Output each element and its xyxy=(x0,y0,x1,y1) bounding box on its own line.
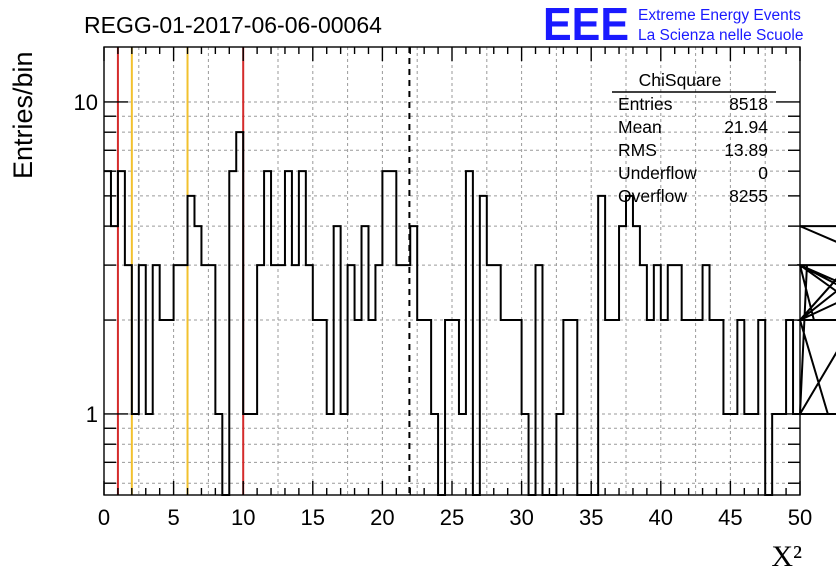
stats-value-underflow: 0 xyxy=(758,163,768,183)
stats-title: ChiSquare xyxy=(639,70,722,90)
x-tick-label: 50 xyxy=(788,505,812,530)
x-tick-label: 0 xyxy=(98,505,110,530)
x-tick-label: 15 xyxy=(301,505,325,530)
branding-line-2: La Scienza nelle Scuole xyxy=(638,27,803,44)
eee-logo: EEE xyxy=(543,0,629,50)
y-tick-label: 1 xyxy=(86,402,98,427)
stats-box: ChiSquare Entries 8518 Mean 21.94 RMS 13… xyxy=(612,70,776,206)
stats-label-entries: Entries xyxy=(618,94,673,114)
branding-line-1: Extreme Energy Events xyxy=(638,7,801,24)
stats-label-rms: RMS xyxy=(618,140,657,160)
chart-title: REGG-01-2017-06-06-00064 xyxy=(84,12,382,38)
histogram-outline xyxy=(104,131,836,496)
y-axis-label: Entries/bin xyxy=(8,51,38,179)
x-tick-label: 45 xyxy=(718,505,742,530)
y-tick-label: 10 xyxy=(74,90,98,115)
stats-label-underflow: Underflow xyxy=(618,163,697,183)
grid xyxy=(104,47,800,495)
stats-value-rms: 13.89 xyxy=(724,140,768,160)
x-tick-label: 30 xyxy=(509,505,533,530)
stats-value-entries: 8518 xyxy=(729,94,768,114)
stats-label-overflow: Overflow xyxy=(618,186,687,206)
x-tick-label: 5 xyxy=(167,505,179,530)
x-tick-label: 40 xyxy=(649,505,673,530)
axis-ticks: 0 5 10 15 20 25 30 35 40 45 50 1 10 xyxy=(74,47,812,530)
x-tick-label: 35 xyxy=(579,505,603,530)
stats-value-mean: 21.94 xyxy=(724,117,768,137)
stats-value-overflow: 8255 xyxy=(729,186,768,206)
x-tick-label: 25 xyxy=(440,505,464,530)
x-tick-label: 20 xyxy=(370,505,394,530)
stats-label-mean: Mean xyxy=(618,117,662,137)
x-tick-label: 10 xyxy=(231,505,255,530)
reference-lines xyxy=(116,47,411,495)
x-axis-label: X² xyxy=(771,540,802,572)
